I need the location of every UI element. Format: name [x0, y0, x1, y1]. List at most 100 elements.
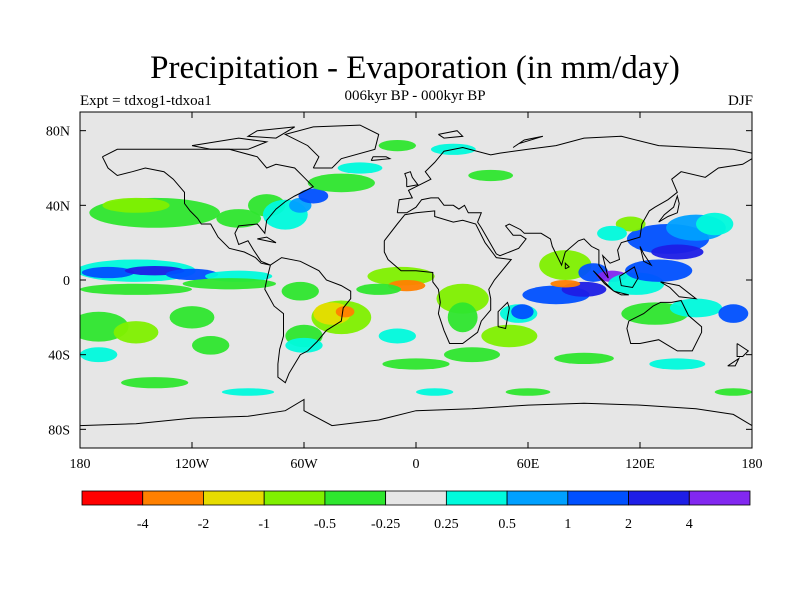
- coastline: [613, 290, 629, 296]
- coastline: [626, 299, 703, 352]
- lon-tick-label: 180: [742, 457, 763, 472]
- coastline: [370, 156, 392, 161]
- colorbar-swatch: [628, 490, 690, 506]
- colorbar-swatch: [263, 490, 326, 506]
- lat-tick-label: 80N: [46, 125, 70, 140]
- anomaly-patch: [615, 216, 646, 232]
- colorbar-swatch: [142, 490, 204, 506]
- coastline: [658, 194, 680, 223]
- anomaly-patch: [221, 388, 275, 396]
- lon-tick-label: 60W: [290, 457, 318, 472]
- anomaly-patch: [714, 388, 752, 396]
- coastline: [80, 398, 752, 427]
- anomaly-patch: [81, 266, 135, 279]
- anomaly-patch: [102, 197, 170, 213]
- anomaly-patch: [356, 283, 402, 295]
- map-subtitle: 006kyr BP - 000kyr BP: [344, 88, 486, 104]
- lon-tick-label: 60E: [517, 457, 540, 472]
- colorbar-label: -2: [198, 517, 210, 532]
- anomaly-patch: [382, 358, 450, 370]
- coastline: [438, 130, 464, 139]
- colorbar-swatch: [567, 490, 629, 506]
- coastline: [101, 148, 315, 266]
- anomaly-patch: [651, 244, 704, 260]
- colorbar-label: -0.5: [314, 517, 336, 532]
- anomaly-patch: [696, 212, 734, 236]
- colorbar-label: -4: [137, 517, 149, 532]
- anomaly-patch: [165, 268, 219, 280]
- colorbar-label: 4: [686, 517, 693, 532]
- lon-tick-label: 180: [70, 457, 91, 472]
- colorbar-swatch: [506, 490, 569, 506]
- anomaly-patch: [554, 352, 614, 364]
- colorbar-swatch: [203, 490, 265, 506]
- anomaly-patch: [192, 336, 230, 355]
- anomaly-patch: [416, 388, 454, 396]
- colorbar-label: -0.25: [371, 517, 400, 532]
- map-title: Precipitation - Evaporation (in mm/day): [150, 50, 680, 86]
- coastline: [619, 266, 639, 289]
- lon-tick-label: 0: [413, 457, 420, 472]
- colorbar-swatch: [324, 490, 387, 506]
- colorbar-swatch: [385, 490, 447, 506]
- colorbar-label: 0.25: [434, 517, 459, 532]
- anomaly-patch: [505, 388, 551, 396]
- coastline: [497, 301, 510, 330]
- coastlines: [80, 124, 752, 427]
- anomaly-patch: [597, 225, 627, 241]
- coastline: [736, 343, 750, 357]
- colorbar-label: 2: [625, 517, 632, 532]
- lat-tick-label: 0: [63, 274, 70, 289]
- anomaly-patch: [113, 321, 159, 344]
- anomaly-fields: [80, 140, 752, 396]
- colorbar-swatch: [81, 490, 144, 506]
- anomaly-patch: [307, 173, 375, 193]
- coastline: [639, 246, 653, 267]
- axis-ticks: 80N 40N 0 40S 80S 180 120W 60W 0 60E 120E 180: [46, 112, 763, 472]
- anomaly-patch: [378, 328, 417, 344]
- lat-tick-label: 40S: [48, 349, 70, 364]
- colorbar-swatch: [688, 490, 751, 506]
- colorbar-swatch: [445, 490, 508, 506]
- anomaly-patch: [281, 281, 319, 301]
- anomaly-patch: [121, 377, 189, 389]
- anomaly-patch: [436, 283, 489, 314]
- anomaly-patch: [550, 280, 581, 288]
- coastline: [257, 236, 277, 244]
- colorbar-label: 1: [564, 517, 571, 532]
- coastline: [727, 356, 741, 367]
- colorbar: -4 -2 -1 -0.5 -0.25 0.25 0.5 1 2 4: [81, 490, 751, 532]
- anomaly-patch: [511, 304, 534, 320]
- anomaly-patch: [447, 302, 478, 333]
- anomaly-patch: [378, 140, 417, 152]
- colorbar-label: 0.5: [498, 517, 516, 532]
- anomaly-patch: [285, 337, 323, 353]
- coastline: [660, 281, 698, 300]
- coastline: [191, 137, 269, 150]
- experiment-label: Expt = tdxog1-tdxoa1: [80, 93, 212, 109]
- anomaly-patch: [718, 304, 749, 323]
- lon-tick-label: 120E: [625, 457, 655, 472]
- anomaly-patch: [649, 358, 706, 370]
- lat-tick-label: 80S: [48, 423, 70, 438]
- coastline: [396, 135, 752, 279]
- anomaly-patch: [80, 283, 192, 295]
- coastline: [512, 135, 544, 148]
- colorbar-label: -1: [258, 517, 270, 532]
- anomaly-patch: [625, 259, 693, 282]
- coastline: [246, 126, 295, 139]
- lon-tick-label: 120W: [175, 457, 210, 472]
- anomaly-patch: [481, 324, 538, 348]
- coastline: [283, 124, 380, 169]
- season-label: DJF: [727, 93, 753, 109]
- anomaly-patch: [444, 347, 500, 363]
- anomaly-patch: [216, 209, 262, 228]
- anomaly-patch: [337, 162, 383, 174]
- anomaly-patch: [169, 306, 215, 329]
- lat-tick-label: 40N: [46, 199, 70, 214]
- anomaly-patch: [468, 169, 514, 182]
- anomaly-patch: [298, 188, 329, 204]
- coastline: [264, 257, 352, 384]
- coastline: [404, 171, 419, 188]
